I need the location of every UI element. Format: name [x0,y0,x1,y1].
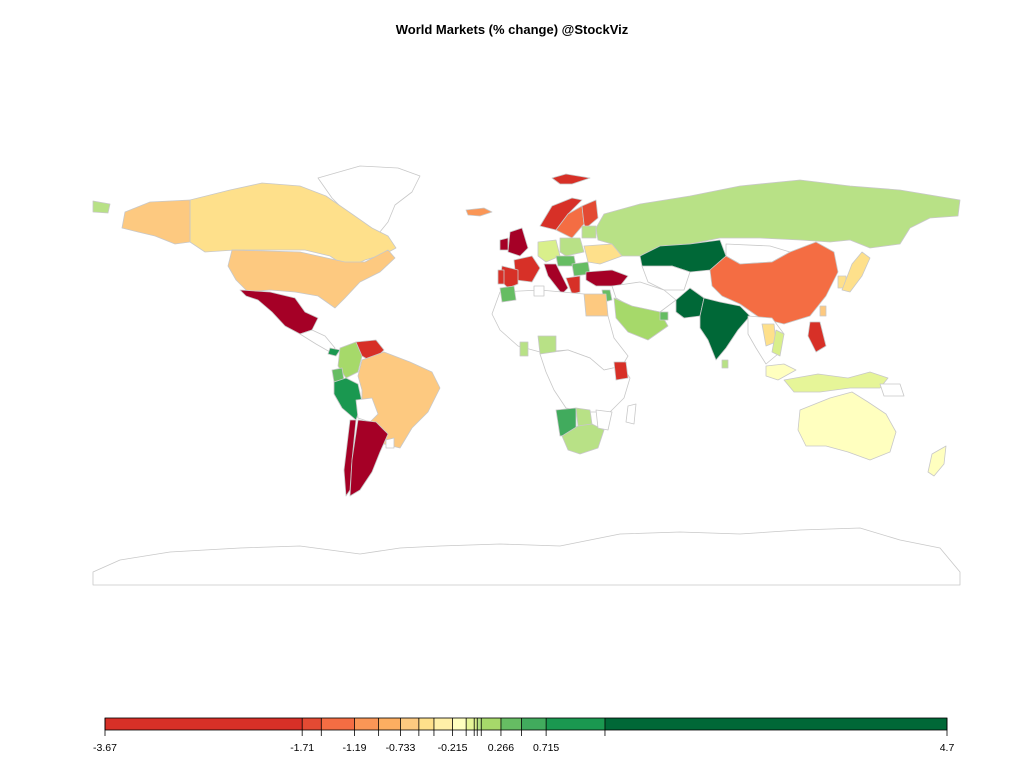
ireland [499,237,509,251]
legend-color-bar [104,717,948,731]
south-africa [561,423,605,455]
legend-segment [321,718,355,730]
poland [559,237,585,257]
africa-central [539,349,631,413]
alaska [121,199,191,245]
new-zealand [927,445,947,477]
kenya [613,361,629,381]
australia [797,391,897,461]
legend-tick-label: -0.733 [386,742,416,754]
legend-tick-label: -0.215 [438,742,468,754]
legend-segment [105,718,303,730]
argentina [349,419,389,497]
philippines [807,321,827,353]
antarctica [92,527,961,586]
saudi-arabia [613,297,669,341]
legend-segment [474,718,478,730]
svalbard [551,173,591,185]
central-asia [641,265,691,291]
legend-segment [378,718,401,730]
mozambique [595,409,613,431]
italy [543,263,569,295]
legend-tick-label: 0.715 [533,742,559,754]
ghana [519,341,529,357]
central-america [299,329,336,353]
taiwan [819,305,827,317]
legend-tick-label: -3.67 [93,742,117,754]
legend-segment [354,718,379,730]
germany [537,239,561,263]
legend-segment [546,718,605,730]
legend-segment [418,718,434,730]
indonesia [783,371,889,393]
madagascar [625,403,637,425]
papua-new-guinea [879,383,905,397]
iceland [465,207,493,217]
legend-segment [302,718,322,730]
japan [841,251,871,293]
legend-segment [452,718,467,730]
legend-ticks: -3.67 -1.71 -1.19 -0.733 -0.215 0.266 0.715 4.7 [93,718,954,754]
map-title: World Markets (% change) @StockViz [395,22,629,37]
ukraine [583,243,623,265]
united-states [227,249,396,309]
legend-segment [481,718,501,730]
china [709,241,839,325]
legend-segment [604,718,947,730]
greece [565,275,581,295]
map-countries [92,165,961,586]
legend-segment [500,718,522,730]
uae [659,311,669,321]
morocco [499,285,517,303]
legend-segment [521,718,547,730]
legend-tick-label: 4.7 [940,742,955,754]
portugal [497,269,505,285]
india [699,297,751,361]
legend-segment [433,718,453,730]
legend-segment [477,718,482,730]
malaysia [765,363,797,381]
legend-tick-label: -1.19 [343,742,367,754]
legend-segment [466,718,475,730]
panama [327,347,341,357]
legend-segment [400,718,419,730]
legend-tick-label: -1.71 [290,742,314,754]
vietnam [771,329,785,357]
chukotka [92,200,111,214]
legend-tick-label: 0.266 [488,742,514,754]
uruguay [385,437,395,449]
bolivia [355,397,379,423]
baltics [581,225,597,239]
sri-lanka [721,359,729,369]
tunisia [533,285,545,297]
finland [581,199,599,229]
